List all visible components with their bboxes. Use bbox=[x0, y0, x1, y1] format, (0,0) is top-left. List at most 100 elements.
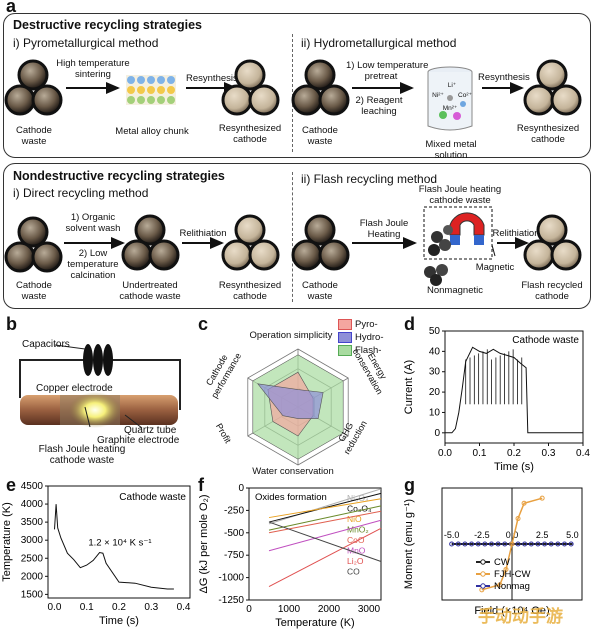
panel-b-apparatus bbox=[19, 344, 181, 429]
x-tick-label: 0.4 bbox=[177, 602, 191, 613]
series-nonmag-marker bbox=[488, 541, 494, 547]
capacitors-icon bbox=[83, 344, 113, 376]
radar-axis-water: Water conservation bbox=[252, 466, 334, 477]
y-tick-label: 0 bbox=[434, 428, 440, 439]
b-fjh-label: Flash Joule heating cathode waste bbox=[38, 444, 126, 466]
x-axis-label: Field (×10⁴ Oe) bbox=[474, 605, 549, 617]
oxide-label: MnO₂ bbox=[347, 525, 369, 535]
current-trace bbox=[445, 346, 583, 434]
y-tick-label: 10 bbox=[429, 407, 441, 418]
direct-output-label: Resynthesized cathode bbox=[218, 280, 282, 302]
x-axis-label: Temperature (K) bbox=[275, 617, 354, 629]
hydro-output-label: Resynthesized cathode bbox=[516, 123, 580, 145]
x-tick-label: 1000 bbox=[278, 604, 301, 615]
series-nonmag-marker bbox=[455, 541, 461, 547]
series-nonmag-marker bbox=[515, 541, 521, 547]
y-axis-label: Temperature (K) bbox=[1, 502, 13, 581]
x-tick-label: 0.1 bbox=[80, 602, 94, 613]
series-nonmag-marker bbox=[462, 541, 468, 547]
hydro-ion-li: Li⁺ bbox=[447, 82, 457, 89]
y-axis-label: ΔG (kJ per mole O₂) bbox=[198, 494, 210, 593]
flash-step1-label: Flash Joule Heating bbox=[359, 218, 409, 240]
radar-series-hydro bbox=[257, 383, 324, 419]
oxide-line bbox=[268, 505, 382, 531]
nondestructive-title: Nondestructive recycling strategies bbox=[13, 169, 225, 183]
flash-output-label: Flash recycled cathode bbox=[521, 280, 583, 302]
flash-nonmagnetic-label: Nonmagnetic bbox=[427, 285, 483, 296]
panel-c-letter: c bbox=[198, 314, 209, 334]
plot-frame bbox=[248, 487, 382, 601]
nonmagnetic-particles-icon bbox=[424, 264, 448, 286]
oxide-line bbox=[268, 521, 382, 562]
undertreated-cathode-icon bbox=[121, 214, 180, 271]
pyro-cathode-waste-icon bbox=[4, 59, 63, 116]
x-tick-label: 2.5 bbox=[536, 530, 549, 540]
y-tick-label: 1500 bbox=[21, 589, 44, 600]
flash-glow-icon bbox=[69, 392, 121, 428]
series-nonmag-marker bbox=[555, 541, 561, 547]
series-fjh-marker bbox=[521, 500, 527, 506]
y-axis-label: Current (A) bbox=[403, 360, 415, 414]
nondestructive-box bbox=[3, 163, 591, 309]
panel-e-letter: e bbox=[6, 475, 17, 495]
pyro-step2-label: Resynthesis bbox=[186, 73, 238, 84]
d-annotation: Cathode waste bbox=[512, 335, 579, 346]
y-tick-label: 3000 bbox=[21, 535, 44, 546]
oxide-line bbox=[268, 527, 382, 588]
radar-legend: Pyro- Hydro- Flash- bbox=[338, 318, 384, 357]
hydro-intermediate-label: Mixed metal solution bbox=[425, 139, 477, 161]
x-tick-label: 0.4 bbox=[576, 448, 590, 459]
series-fjh-cw bbox=[481, 497, 543, 591]
temperature-trace bbox=[54, 504, 174, 590]
oxide-label: NiO bbox=[347, 514, 362, 524]
x-tick-label: 0.1 bbox=[473, 448, 487, 459]
x-tick-label: 3000 bbox=[358, 604, 381, 615]
x-axis-label: Time (s) bbox=[99, 615, 139, 627]
y-tick-label: 30 bbox=[429, 367, 441, 378]
x-tick-label: 0.0 bbox=[506, 530, 519, 540]
flash-recycled-cathode-icon bbox=[523, 214, 582, 271]
oxide-label: Li₂O bbox=[347, 556, 364, 566]
series-nonmag-marker bbox=[475, 541, 481, 547]
direct-step1b-label: 2) Low temperature calcination bbox=[67, 248, 119, 281]
x-tick-label: 0.2 bbox=[507, 448, 521, 459]
pyro-step1-label: High temperature sintering bbox=[56, 58, 130, 80]
series-nonmag-marker bbox=[528, 541, 534, 547]
plot-frame bbox=[47, 485, 191, 599]
hydro-ion-co: Co²⁺ bbox=[458, 92, 472, 99]
panel-a-letter: a bbox=[6, 0, 17, 16]
oxide-label: CoO bbox=[347, 535, 365, 545]
series-nonmag-marker bbox=[495, 541, 501, 547]
flash-input-label: Cathode waste bbox=[302, 280, 338, 302]
legend-flash: Flash- bbox=[338, 344, 384, 357]
oxide-label: MnO bbox=[347, 546, 366, 556]
y-tick-label: 0 bbox=[238, 483, 244, 494]
destructive-box bbox=[3, 13, 591, 158]
series-fjh-marker bbox=[515, 516, 521, 522]
y-tick-label: 20 bbox=[429, 387, 441, 398]
x-tick-label: 0.2 bbox=[112, 602, 126, 613]
x-tick-label: 0 bbox=[246, 604, 252, 615]
e-annotation: Cathode waste bbox=[119, 492, 186, 503]
pyro-resynth-cathode-icon bbox=[221, 59, 280, 116]
x-tick-label: -2.5 bbox=[474, 530, 490, 540]
series-fjh-marker bbox=[539, 495, 545, 501]
radar-axis-operation: Operation simplicity bbox=[249, 330, 333, 341]
y-tick-label: 2000 bbox=[21, 571, 44, 582]
oxide-line bbox=[268, 488, 382, 525]
oxide-label: Co₃O₄ bbox=[347, 504, 372, 514]
legend-hydro: Hydro- bbox=[338, 331, 384, 344]
e-rate-label: 1.2 × 10⁴ K s⁻¹ bbox=[88, 538, 151, 549]
flash-subtitle: ii) Flash recycling method bbox=[301, 172, 438, 186]
flash-cathode-waste-icon bbox=[291, 214, 350, 271]
destructive-divider bbox=[292, 34, 293, 152]
x-tick-label: 0.3 bbox=[542, 448, 556, 459]
panel-d-chart: 0.0 0.1 0.2 0.3 0.4 0 10 20 30 40 50 Cathode waste T… bbox=[403, 326, 590, 473]
hydro-cathode-waste-icon bbox=[291, 59, 350, 116]
legend-label: FJH-CW bbox=[494, 569, 530, 580]
destructive-title: Destructive recycling strategies bbox=[13, 18, 202, 32]
y-tick-label: -500 bbox=[224, 528, 244, 539]
legend-label: CW bbox=[494, 557, 510, 568]
y-tick-label: 4000 bbox=[21, 499, 44, 510]
pyro-output-label: Resynthesized cathode bbox=[218, 123, 282, 145]
